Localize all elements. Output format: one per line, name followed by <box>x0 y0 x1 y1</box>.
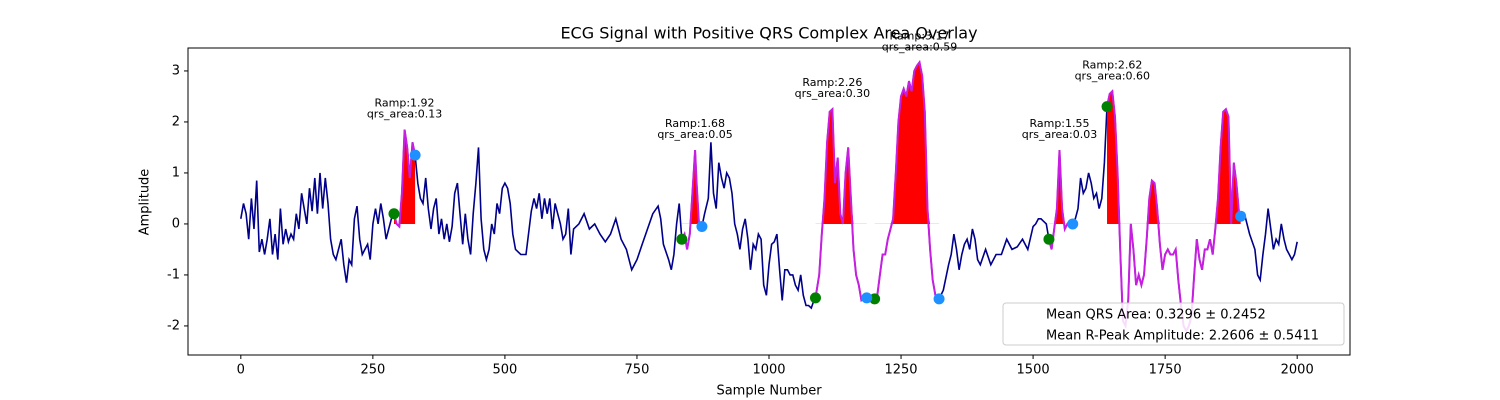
onset-point <box>809 292 821 304</box>
qrs-area-fill <box>1107 91 1241 224</box>
offset-point <box>861 292 873 304</box>
legend-entry: Mean R-Peak Amplitude: 2.2606 ± 0.5411 <box>1046 329 1319 344</box>
x-tick-label: 250 <box>360 363 385 378</box>
annotation: Ramp:3.17 <box>890 29 950 42</box>
offset-point <box>1235 210 1247 222</box>
axes-frame <box>187 47 1351 356</box>
y-tick-label: -1 <box>167 267 180 282</box>
y-tick-label: 1 <box>172 165 180 180</box>
qrs-line <box>1106 89 1242 334</box>
annotation: Ramp:1.55 <box>1029 117 1089 130</box>
y-tick-label: -2 <box>167 318 180 333</box>
annotation: Ramp:1.68 <box>665 117 725 130</box>
x-tick-label: 1750 <box>1149 363 1182 378</box>
offset-point <box>409 149 421 161</box>
annotation: qrs_area:0.59 <box>882 40 957 53</box>
annotation: qrs_area:0.30 <box>795 87 870 100</box>
annotation: qrs_area:0.13 <box>367 108 442 121</box>
y-tick-label: 2 <box>172 114 180 129</box>
qrs-line <box>873 59 940 300</box>
x-tick-label: 1000 <box>752 363 785 378</box>
annotation: Ramp:2.62 <box>1082 58 1142 71</box>
offset-point <box>1067 218 1079 230</box>
annotation: qrs_area:0.03 <box>1022 128 1097 141</box>
x-tick-label: 1500 <box>1017 363 1050 378</box>
qrs-area-fill <box>874 62 940 224</box>
y-tick-label: 0 <box>172 216 180 231</box>
x-tick-label: 0 <box>237 363 245 378</box>
offset-point <box>933 293 945 305</box>
chart-title: ECG Signal with Positive QRS Complex Are… <box>560 24 977 43</box>
annotation: Ramp:1.92 <box>375 97 435 110</box>
onset-point <box>1101 101 1113 113</box>
y-axis-label: Amplitude <box>138 169 153 236</box>
annotation: qrs_area:0.60 <box>1075 69 1150 82</box>
offset-point <box>696 220 708 232</box>
onset-point <box>1043 233 1055 245</box>
x-tick-label: 500 <box>492 363 517 378</box>
qrs-area-fill <box>393 129 416 224</box>
y-tick-label: 3 <box>172 63 180 78</box>
x-tick-label: 750 <box>625 363 650 378</box>
x-tick-label: 2000 <box>1281 363 1314 378</box>
x-axis-label: Sample Number <box>716 384 822 399</box>
x-tick-label: 1250 <box>884 363 917 378</box>
qrs-line <box>814 106 868 302</box>
annotation: Ramp:2.26 <box>802 76 862 89</box>
annotation: qrs_area:0.05 <box>657 128 732 141</box>
onset-point <box>676 233 688 245</box>
legend-box <box>1002 302 1345 346</box>
legend-entry: Mean QRS Area: 0.3296 ± 0.2452 <box>1046 308 1266 323</box>
onset-point <box>388 208 400 220</box>
qrs-area-fill <box>681 150 702 224</box>
